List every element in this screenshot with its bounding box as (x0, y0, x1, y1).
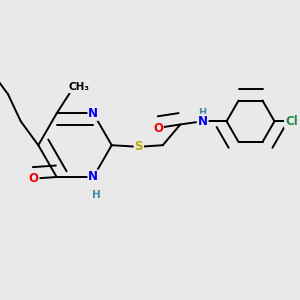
Text: CH₃: CH₃ (68, 82, 89, 92)
Text: N: N (198, 115, 208, 128)
Text: N: N (88, 107, 98, 120)
Text: N: N (88, 170, 98, 184)
Text: S: S (135, 140, 143, 153)
Text: H: H (92, 190, 101, 200)
Text: Cl: Cl (285, 115, 298, 128)
Text: O: O (153, 122, 163, 135)
Text: O: O (29, 172, 39, 185)
Text: H: H (199, 108, 207, 118)
